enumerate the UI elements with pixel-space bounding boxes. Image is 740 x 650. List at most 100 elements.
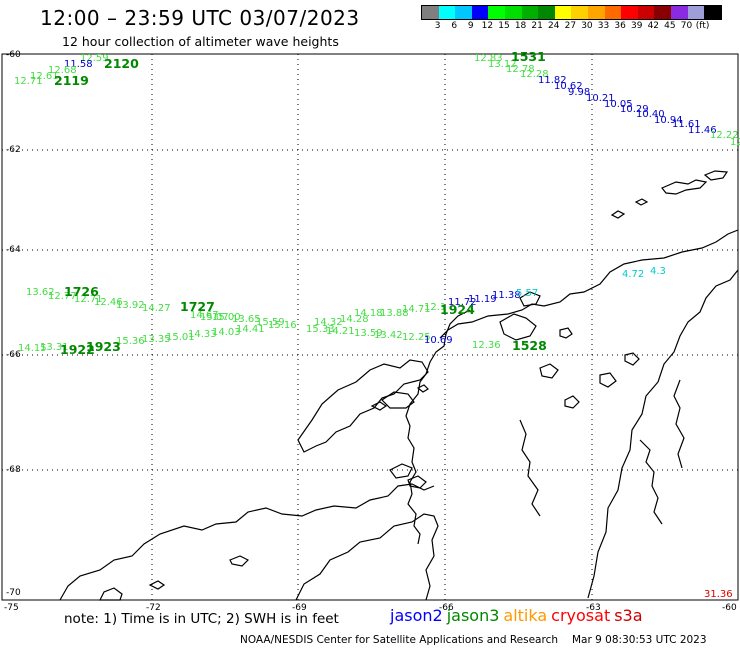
satellite-legend-item: s3a	[614, 606, 643, 625]
pass-time-label: 1727	[180, 299, 215, 314]
wave-height-observation: 13.62	[26, 287, 55, 298]
pass-time-label: 2120	[104, 56, 139, 71]
wave-height-observation: 11.58	[64, 59, 93, 70]
wave-height-observation: 12.61	[30, 71, 59, 82]
wave-height-observation: 10.40	[636, 109, 665, 120]
lon-label-66: -66	[439, 603, 454, 613]
color-swatch	[422, 6, 439, 19]
coast-southern	[59, 483, 435, 601]
wave-height-observation: 9.98	[568, 87, 590, 98]
wave-height-observation: 10.21	[586, 93, 615, 104]
wave-height-observation: 31.36	[704, 589, 733, 600]
color-swatch	[521, 6, 539, 19]
wave-height-observation: 15.33	[306, 324, 335, 335]
satellite-legend: jason2 jason3 altika cryosat s3a	[390, 606, 647, 625]
pass-time-label: 1924	[440, 302, 475, 317]
scale-tick-label: 18	[514, 21, 527, 31]
wave-height-observation: 14.03	[212, 327, 241, 338]
coast-island-a	[519, 291, 541, 307]
wave-height-observation: 10.94	[654, 115, 683, 126]
map-frame	[1, 53, 739, 601]
color-swatch	[637, 6, 655, 19]
map-subtitle: 12 hour collection of altimeter wave hei…	[62, 34, 339, 49]
color-swatch	[438, 6, 456, 19]
credit-text: NOAA/NESDIS Center for Satellite Applica…	[240, 634, 558, 646]
color-scale-labels: 3 6 9 12 15 18 21 24 27 30 33 36 39 42 45 70 (ft)	[421, 20, 722, 31]
pass-time-label: 1922	[60, 342, 95, 357]
coast-island-g	[370, 401, 388, 411]
lat-label-64: -64	[6, 245, 21, 255]
scale-tick-label: 6	[451, 21, 458, 31]
wave-height-observation: 13.65	[232, 314, 261, 325]
scale-tick-label: 3	[434, 21, 441, 31]
wave-height-observation: 14.15	[18, 343, 47, 354]
scale-tick-label: 9	[467, 21, 474, 31]
wave-height-observation: 15.07	[200, 312, 229, 323]
coast-shetland-1	[661, 179, 708, 195]
satellite-legend-item: altika	[503, 606, 548, 625]
lat-label-60: -60	[6, 50, 21, 60]
scale-tick-label: 33	[597, 21, 610, 31]
wave-height-observation: 10.29	[620, 104, 649, 115]
wave-height-observation: 13.92	[116, 300, 145, 311]
lat-label-70: -70	[6, 588, 21, 598]
lat-label-66: -66	[6, 350, 21, 360]
scale-tick-label: 36	[614, 21, 626, 31]
color-scale-bar	[421, 5, 722, 20]
lat-label-62: -62	[6, 145, 21, 155]
wave-height-observation: 13.31	[40, 342, 69, 353]
color-swatch	[538, 6, 555, 19]
wave-height-observation: 12.59	[80, 53, 109, 64]
wave-height-observation: 15.59	[256, 317, 285, 328]
satellite-legend-item: cryosat	[551, 606, 611, 625]
wave-height-observation: 10.62	[554, 81, 583, 92]
credit-line: NOAA/NESDIS Center for Satellite Applica…	[240, 634, 707, 646]
wave-height-observation: 14.67	[190, 310, 219, 321]
wave-height-observation: 14.32	[314, 317, 343, 328]
lat-label-68: -68	[6, 465, 21, 475]
coast-inlet-1	[389, 463, 413, 479]
color-swatch	[621, 6, 638, 19]
generation-timestamp: Mar 9 08:30:53 UTC 2023	[572, 634, 707, 646]
lon-label-69: -69	[292, 603, 307, 613]
coast-shetland-2	[703, 170, 729, 181]
wave-height-observation: 11.19	[468, 294, 497, 305]
scale-tick-label: 24	[548, 21, 560, 31]
wave-height-observation: 12.46	[94, 297, 123, 308]
wave-height-observation: 13.12	[488, 59, 517, 70]
pass-time-label: 1528	[512, 338, 547, 353]
coast-inlet-3	[99, 587, 123, 601]
pass-time-label: 2119	[54, 73, 89, 88]
color-swatch	[455, 6, 472, 19]
scale-tick-label: 70	[680, 21, 693, 31]
coast-peninsula-west	[405, 309, 471, 545]
graticule	[2, 54, 738, 600]
wave-height-observation: 12.71	[74, 294, 103, 305]
color-swatch	[587, 6, 605, 19]
wave-height-observation: 12.68	[48, 65, 77, 76]
color-swatch	[488, 6, 505, 19]
coast-adelaide	[381, 391, 415, 409]
wave-height-observation: 15.16	[268, 320, 297, 331]
coast-island-j	[229, 555, 250, 567]
wave-height-observation: 11.46	[688, 125, 717, 136]
lon-label-63: -63	[586, 603, 601, 613]
wave-height-observation: 14.27	[142, 303, 171, 314]
wave-height-observation: 12.28	[520, 69, 549, 80]
coastline	[59, 170, 739, 601]
map-title: 12:00 – 23:59 UTC 03/07/2023	[40, 6, 360, 30]
lon-label-72: -72	[146, 603, 161, 613]
coast-island-e	[624, 352, 640, 366]
coast-ridge-3	[519, 419, 541, 517]
wave-height-observation: 10.69	[424, 335, 453, 346]
wave-height-observation: 15.36	[116, 336, 145, 347]
wave-height-observation: 12.77	[48, 291, 77, 302]
scale-tick-label: 15	[498, 21, 510, 31]
wave-height-observation: 14.18	[354, 308, 383, 319]
wave-height-observation: 11.61	[672, 119, 701, 130]
wave-height-observation: 14.41	[236, 324, 265, 335]
wave-height-color-scale: 3 6 9 12 15 18 21 24 27 30 33 36 39 42 45 70 (ft)	[421, 5, 722, 31]
lon-label-60: -60	[722, 603, 737, 613]
wave-height-observation: 15.01	[166, 332, 195, 343]
